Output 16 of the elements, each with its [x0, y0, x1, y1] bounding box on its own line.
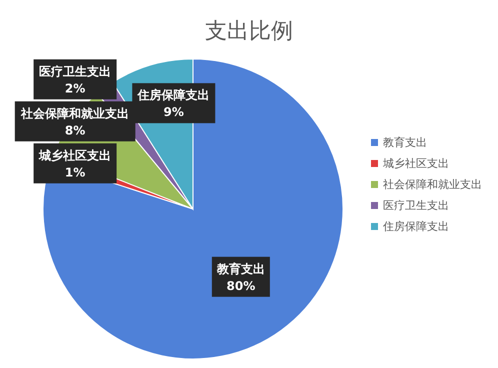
legend-label: 住房保障支出: [383, 218, 449, 234]
chart-title: 支出比例: [204, 18, 294, 46]
data-label: 9%: [164, 105, 184, 120]
slice-label: 教育支出: [216, 262, 265, 276]
legend-label: 城乡社区支出: [383, 156, 449, 170]
slice-label: 社会保障和就业支出: [20, 106, 130, 120]
legend-label: 医疗卫生支出: [383, 198, 449, 212]
data-label: 2%: [64, 81, 86, 96]
data-label: 80%: [226, 278, 256, 293]
slice-label: 住房保障支出: [136, 88, 210, 102]
data-label: 1%: [64, 165, 86, 180]
slice-label: 城乡社区支出: [38, 148, 112, 162]
legend-label: 社会保障和就业支出: [383, 176, 482, 192]
legend-label: 教育支出: [383, 134, 427, 150]
slice-label: 医疗卫生支出: [39, 64, 112, 78]
data-label: 8%: [64, 123, 86, 138]
